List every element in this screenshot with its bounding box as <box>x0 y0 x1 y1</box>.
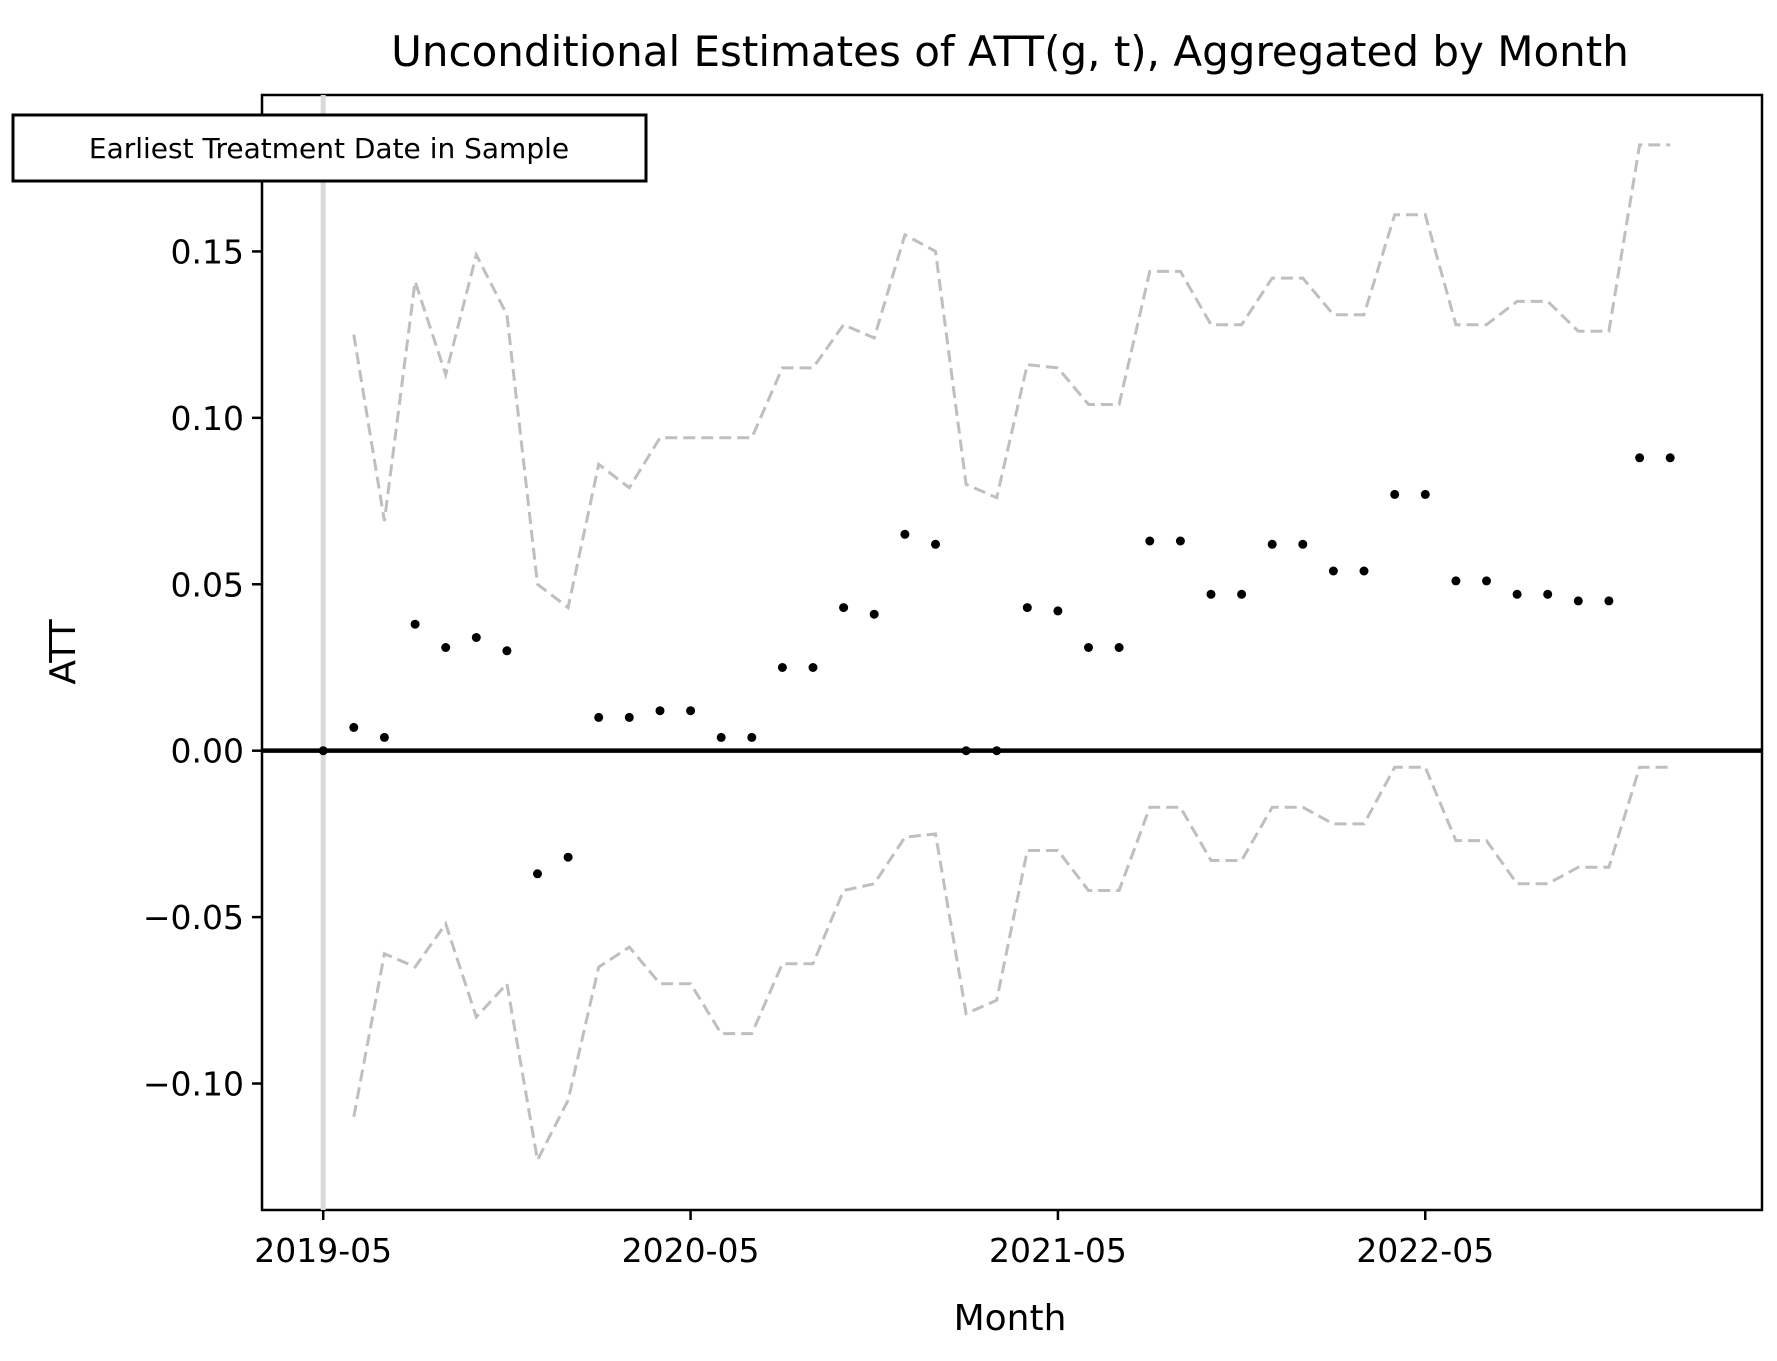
y-tick-label: 0.05 <box>171 565 244 604</box>
x-tick-label: 2021-05 <box>989 1231 1127 1270</box>
annotation-box-frame <box>11 113 648 183</box>
data-point <box>1482 576 1491 586</box>
data-point <box>1267 539 1277 549</box>
y-tick-label: −0.05 <box>143 898 244 937</box>
data-point <box>318 746 328 756</box>
data-point <box>1604 596 1614 606</box>
y-tick-label: 0.15 <box>171 232 244 271</box>
data-point <box>1665 453 1675 463</box>
data-point <box>1328 566 1338 576</box>
y-axis-label: ATT <box>43 618 84 684</box>
data-point <box>777 663 787 672</box>
data-point <box>410 619 420 629</box>
data-point <box>1114 643 1124 652</box>
data-point <box>869 609 879 619</box>
annotation-box: Earliest Treatment Date in Sample <box>11 113 648 183</box>
chart-title: Unconditional Estimates of ATT(g, t), Ag… <box>391 27 1629 76</box>
data-point <box>1359 566 1369 576</box>
data-point <box>1237 589 1247 599</box>
axes-frame <box>260 93 1764 1212</box>
data-point <box>961 746 971 756</box>
x-tick-label: 2022-05 <box>1356 1231 1494 1270</box>
data-point <box>1084 643 1093 652</box>
y-tick-label: 0.10 <box>171 399 244 438</box>
data-point <box>839 603 849 613</box>
data-point <box>716 732 726 742</box>
data-point <box>1573 596 1583 606</box>
y-axis: −0.10 −0.05 0.00 0.05 0.10 0.15 <box>143 232 262 1104</box>
data-point <box>349 722 359 732</box>
data-point <box>1298 539 1308 549</box>
data-point <box>1451 576 1461 586</box>
x-tick-label: 2020-05 <box>622 1231 760 1270</box>
x-tick-label: 2019-05 <box>254 1231 392 1270</box>
data-point <box>686 706 696 716</box>
confidence-bounds-group <box>352 143 1671 1165</box>
y-tick-label: −0.10 <box>143 1065 244 1104</box>
data-point <box>1145 536 1155 546</box>
data-point <box>1022 603 1032 613</box>
data-point <box>900 529 910 539</box>
upper-bound-line <box>352 143 1671 611</box>
data-point <box>747 732 757 742</box>
x-axis-label: Month <box>954 1298 1067 1339</box>
data-point <box>655 706 665 716</box>
data-point <box>1206 589 1216 599</box>
data-point <box>1543 589 1553 599</box>
plot-area <box>260 93 1764 1212</box>
data-point <box>1175 536 1185 546</box>
data-point <box>1390 489 1400 499</box>
data-point <box>533 869 542 879</box>
data-point <box>1635 453 1645 463</box>
estimate-points-group <box>318 453 1675 879</box>
annotation-text: Earliest Treatment Date in Sample <box>89 132 569 165</box>
data-point <box>931 539 940 549</box>
data-point <box>1420 489 1430 499</box>
data-point <box>992 746 1002 756</box>
y-tick-label: 0.00 <box>171 732 244 771</box>
data-point <box>502 646 512 656</box>
data-point <box>471 633 481 642</box>
data-point <box>1512 589 1522 599</box>
data-point <box>624 712 634 722</box>
lower-bound-line <box>352 765 1671 1165</box>
data-point <box>594 712 604 722</box>
x-axis: 2019-05 2020-05 2021-05 2022-05 <box>254 1210 1494 1270</box>
data-point <box>808 663 818 672</box>
data-point <box>563 852 573 862</box>
data-point <box>441 643 451 652</box>
data-point <box>379 732 389 742</box>
data-point <box>1053 606 1063 616</box>
